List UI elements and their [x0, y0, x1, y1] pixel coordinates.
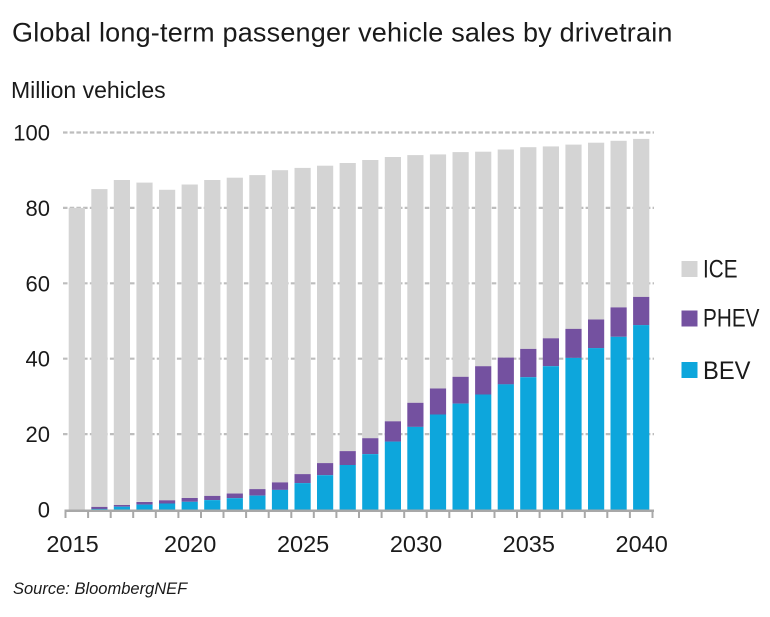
svg-text:60: 60	[26, 271, 50, 296]
svg-text:Source: BloombergNEF: Source: BloombergNEF	[13, 580, 188, 598]
svg-text:100: 100	[13, 121, 50, 146]
svg-text:20: 20	[26, 422, 50, 447]
svg-text:BEV: BEV	[703, 357, 751, 385]
svg-text:Global long-term passenger veh: Global long-term passenger vehicle sales…	[12, 18, 673, 48]
svg-text:2020: 2020	[164, 531, 216, 557]
svg-text:2030: 2030	[390, 531, 442, 557]
svg-text:2015: 2015	[46, 531, 98, 557]
svg-text:Million vehicles: Million vehicles	[11, 77, 166, 103]
svg-text:80: 80	[26, 196, 50, 221]
svg-text:ICE: ICE	[703, 256, 738, 284]
svg-text:2040: 2040	[616, 531, 668, 557]
svg-text:2025: 2025	[277, 531, 329, 557]
svg-text:0: 0	[38, 498, 50, 523]
svg-text:40: 40	[26, 347, 50, 372]
svg-text:PHEV: PHEV	[703, 305, 760, 333]
svg-text:2035: 2035	[503, 531, 555, 557]
